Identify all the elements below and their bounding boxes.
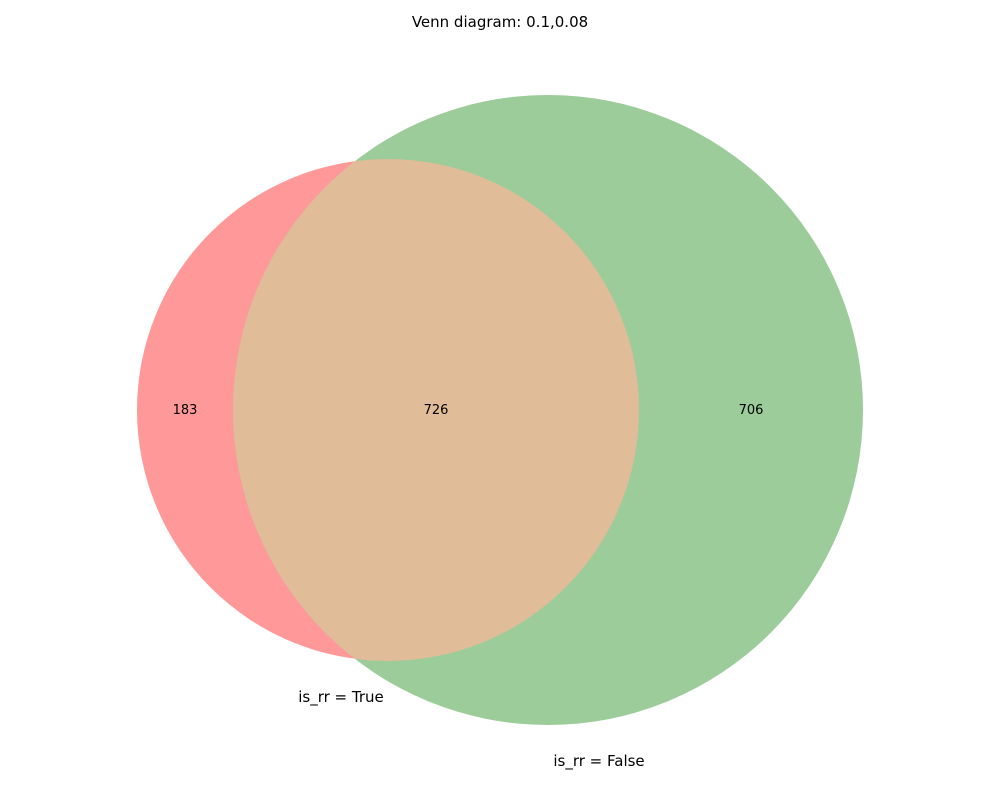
region-count-only-a: 183 <box>173 403 198 418</box>
overlap-region <box>233 159 639 661</box>
set-a-label: is_rr = True <box>298 688 384 707</box>
set-b-label: is_rr = False <box>553 752 644 771</box>
chart-title: Venn diagram: 0.1,0.08 <box>412 13 588 31</box>
region-count-only-b: 706 <box>739 403 764 418</box>
region-count-both: 726 <box>424 403 449 418</box>
